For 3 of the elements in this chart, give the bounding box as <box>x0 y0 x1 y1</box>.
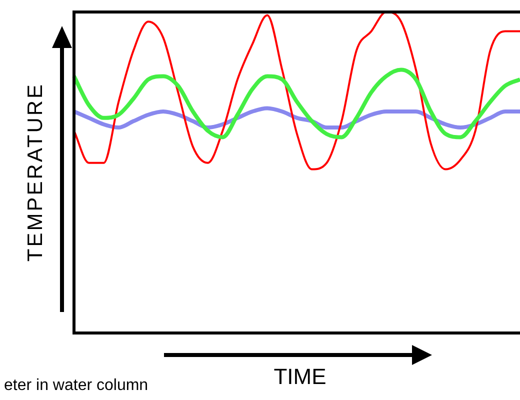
y-axis-title: TEMPERATURE <box>23 81 48 264</box>
text: eter in water column <box>4 376 148 396</box>
x-axis-title: TIME <box>272 364 328 390</box>
